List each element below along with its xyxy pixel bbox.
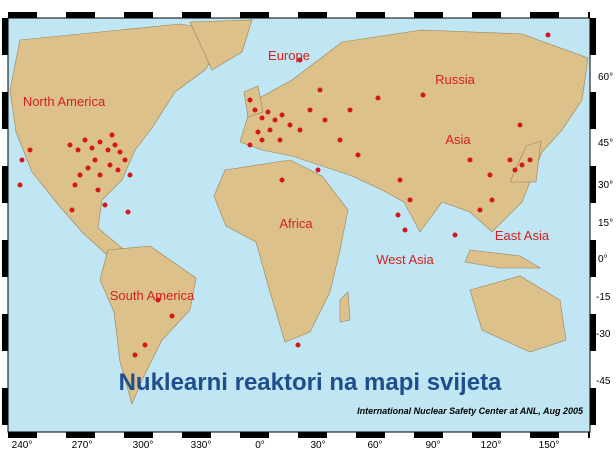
latitude-label: 30°: [598, 180, 613, 191]
longitude-label: 150°: [539, 440, 560, 451]
reactor-dots: [17, 32, 551, 358]
region-label: Russia: [435, 72, 476, 87]
region-label: Africa: [279, 216, 313, 231]
longitude-label: 60°: [367, 440, 382, 451]
region-label: North America: [23, 94, 106, 109]
latitude-label: 60°: [598, 72, 613, 83]
latitude-label: 45°: [598, 138, 613, 149]
longitude-label: 330°: [191, 440, 212, 451]
region-label: Europe: [268, 48, 310, 63]
longitude-label: 0°: [255, 440, 265, 451]
longitude-label: 300°: [133, 440, 154, 451]
longitude-label: 90°: [425, 440, 440, 451]
latitude-label: -45: [596, 376, 611, 387]
longitude-label: 270°: [72, 440, 93, 451]
land: [9, 19, 589, 405]
region-label: West Asia: [376, 252, 434, 267]
map-frame: [2, 12, 596, 438]
region-label: East Asia: [495, 228, 550, 243]
latitude-label: -30: [596, 329, 611, 340]
credit: International Nuclear Safety Center at A…: [357, 406, 584, 416]
region-label: South America: [110, 288, 195, 303]
latitude-label: -15: [596, 292, 611, 303]
longitude-label: 240°: [12, 440, 33, 451]
region-label: Asia: [445, 132, 471, 147]
latitude-label: 15°: [598, 218, 613, 229]
longitude-label: 30°: [310, 440, 325, 451]
latitude-label: 0°: [598, 254, 608, 265]
longitude-label: 120°: [481, 440, 502, 451]
title: Nuklearni reaktori na mapi svijeta: [119, 369, 502, 396]
